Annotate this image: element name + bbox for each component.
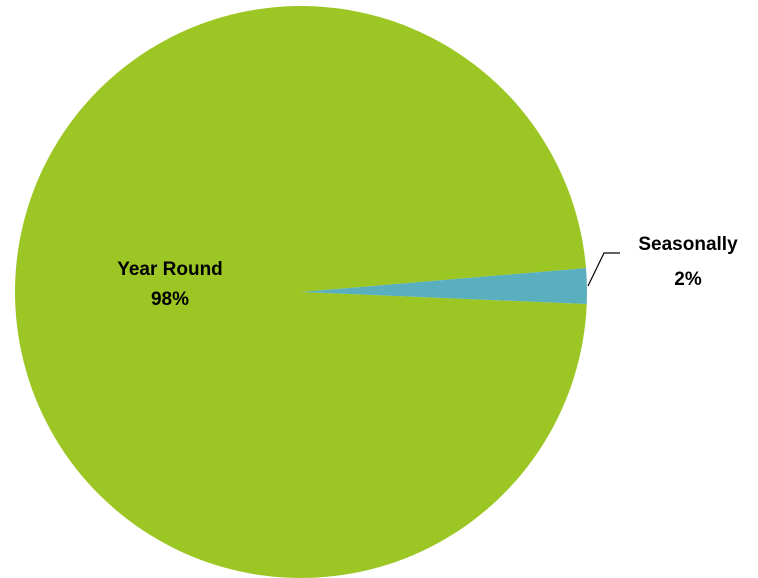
year-round-percent: 98% (151, 289, 189, 310)
year-round-label: Year Round (117, 259, 223, 280)
pie-slice-year-round (15, 6, 587, 578)
pie-slice-seasonally (301, 268, 587, 304)
seasonally-leader-line (587, 252, 620, 287)
seasonally-label: Seasonally (638, 234, 738, 255)
pie-slices (15, 6, 587, 578)
seasonally-percent: 2% (674, 269, 702, 290)
